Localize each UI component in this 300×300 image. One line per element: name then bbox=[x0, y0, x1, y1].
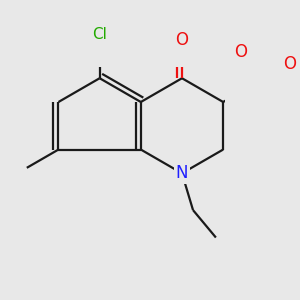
Text: O: O bbox=[283, 55, 296, 73]
Text: Cl: Cl bbox=[92, 27, 107, 42]
Text: N: N bbox=[176, 164, 188, 182]
Text: O: O bbox=[234, 43, 247, 61]
Text: O: O bbox=[176, 31, 188, 49]
